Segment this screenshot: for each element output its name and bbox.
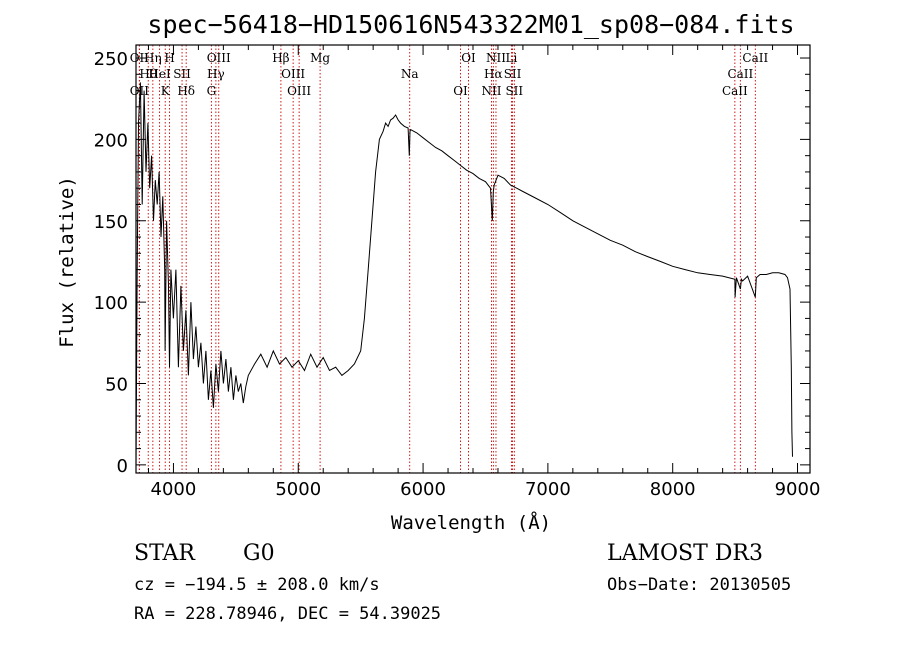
spectral-line-label: HeI [148, 67, 171, 81]
spectral-line-label: Hα [484, 67, 503, 81]
coordinates: RA = 228.78946, DEC = 54.39025 [134, 604, 441, 624]
spectral-line-label: Hβ [272, 51, 289, 65]
y-tick-label: 100 [94, 293, 128, 314]
spectral-line-label: OIII [281, 67, 305, 81]
chart-title: spec−56418−HD150616N543322M01_sp08−084.f… [147, 10, 794, 39]
x-tick-label: 7000 [525, 479, 571, 500]
spectral-line-label: NII [486, 51, 506, 65]
spectral-line-label: SII [505, 84, 523, 98]
spectral-line-label: Hδ [177, 84, 195, 98]
x-axis-ticks: 4000 5000 6000 7000 8000 9000 [147, 45, 821, 500]
spectral-line-label: OIII [287, 84, 311, 98]
x-tick-label: 8000 [650, 479, 696, 500]
spectral-line-markers [138, 45, 756, 473]
spectral-line-label: Hη [144, 51, 162, 65]
spectral-line-label: H [164, 51, 174, 65]
y-tick-label: 250 [94, 49, 128, 70]
survey-name: LAMOST DR3 [607, 541, 763, 566]
spectral-line-label: CaII [742, 51, 768, 65]
spectral-subclass: G0 [243, 541, 275, 566]
spectral-line-label: CaII [722, 84, 748, 98]
x-tick-label: 5000 [275, 479, 321, 500]
redshift-readout: cz = −194.5 ± 208.0 km/s [134, 575, 380, 595]
spectral-line-label: CaII [727, 67, 753, 81]
x-axis-label: Wavelength (Å) [391, 511, 551, 534]
y-axis-label: Flux (relative) [56, 176, 78, 348]
spectral-line-label: SII [173, 67, 191, 81]
object-class: STAR [134, 541, 196, 566]
spectral-line-label: Li [506, 51, 518, 65]
spectral-line-labels: OIIHθOIIHηHeIKHSIIHδOIIIHγGHβOIIIOIIIMgN… [130, 51, 769, 98]
x-tick-label: 6000 [400, 479, 446, 500]
x-tick-label: 4000 [151, 479, 197, 500]
spectral-line-label: Hγ [207, 67, 225, 81]
spectral-line-label: OIII [207, 51, 231, 65]
spectral-line-label: Na [401, 67, 419, 81]
y-tick-label: 50 [105, 374, 128, 395]
y-tick-label: 200 [94, 130, 128, 151]
y-tick-label: 0 [117, 456, 128, 477]
y-axis-ticks: 0 50 100 150 200 250 [94, 49, 810, 477]
observation-date: Obs−Date: 20130505 [607, 575, 791, 595]
spectral-line-label: Hθ [139, 67, 157, 81]
spectral-line-label: OI [453, 84, 468, 98]
x-tick-label: 9000 [775, 479, 821, 500]
spectral-line-label: SII [504, 67, 522, 81]
plot-frame [135, 44, 811, 474]
spectral-line-label: K [161, 84, 171, 98]
spectral-line-label: OI [461, 51, 476, 65]
spectral-line-label: Mg [310, 51, 330, 65]
y-tick-label: 150 [94, 212, 128, 233]
spectral-line-label: NII [481, 84, 501, 98]
spectrum-line [135, 82, 793, 465]
spectral-line-label: G [207, 84, 217, 98]
